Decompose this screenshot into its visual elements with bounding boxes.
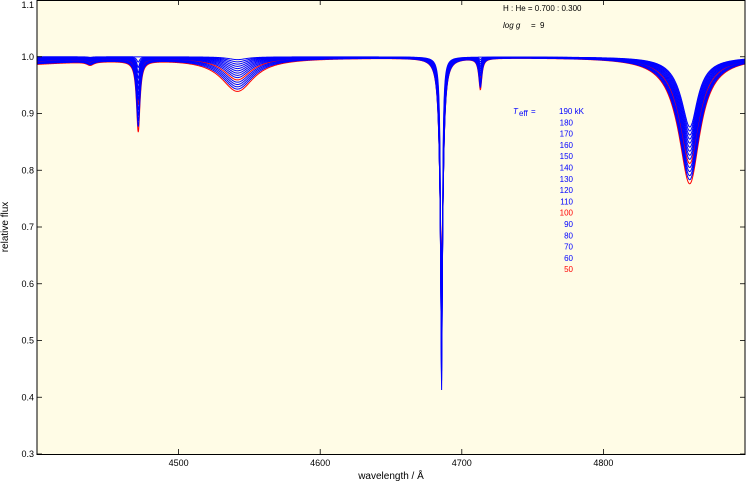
y-tick-label: 0.5 (21, 336, 34, 346)
x-axis-title: wavelength / Å (357, 469, 424, 482)
plot-frame (36, 0, 746, 455)
legend-entry: 50 (564, 265, 573, 274)
legend-entry: 130 (560, 175, 574, 184)
y-tick-label: 0.6 (21, 279, 34, 289)
y-tick-label: 0.4 (21, 392, 34, 402)
legend-entry: 120 (560, 186, 574, 195)
legend-teff-equals: = (531, 107, 536, 116)
legend-entry: 110 (560, 197, 573, 206)
legend-entry: 150 (560, 152, 574, 161)
gravity-label: log g (503, 21, 521, 30)
legend-teff-subscript: eff (519, 109, 529, 118)
composition-annotation: H : He = 0.700 : 0.300 (503, 4, 582, 13)
spectrum-line-60kK (36, 57, 746, 264)
x-tick-label: 4700 (452, 458, 472, 468)
legend-entry: 170 (560, 130, 574, 139)
legend-entry: 160 (560, 141, 574, 150)
y-tick-label: 1.1 (21, 0, 34, 10)
legend-entry: 100 (560, 209, 574, 218)
legend-entry: 70 (564, 243, 573, 252)
y-tick-label: 0.7 (21, 222, 34, 232)
y-tick-label: 0.9 (21, 109, 34, 119)
legend-entry: 180 (560, 118, 574, 127)
x-tick-label: 4600 (310, 458, 330, 468)
x-tick-label: 4800 (593, 458, 613, 468)
legend-entry: 80 (564, 231, 573, 240)
gravity-value: 9 (540, 21, 545, 30)
legend-entry: 190 kK (559, 107, 585, 116)
legend-teff-symbol: T (513, 107, 519, 116)
gravity-equals: = (531, 21, 536, 30)
legend-entry: 140 (560, 164, 574, 173)
legend: 190 kK 180 170 160 150 140 130 120 110 100 90 80 70 6… (559, 107, 585, 274)
x-tick-label: 4500 (169, 458, 189, 468)
y-tick-label: 1.0 (21, 52, 34, 62)
ticks-layer: 4500 4600 4700 4800 0.3 0.4 0.5 0.6 0.7 0.8 0.9 1.0… (21, 0, 745, 468)
plot-area (37, 0, 745, 454)
y-tick-label: 0.8 (21, 165, 34, 175)
y-axis-title: relative flux (0, 202, 11, 253)
legend-entry: 60 (564, 254, 573, 263)
legend-entry: 90 (564, 220, 573, 229)
y-tick-label: 0.3 (21, 449, 34, 459)
series-layer (36, 56, 746, 391)
